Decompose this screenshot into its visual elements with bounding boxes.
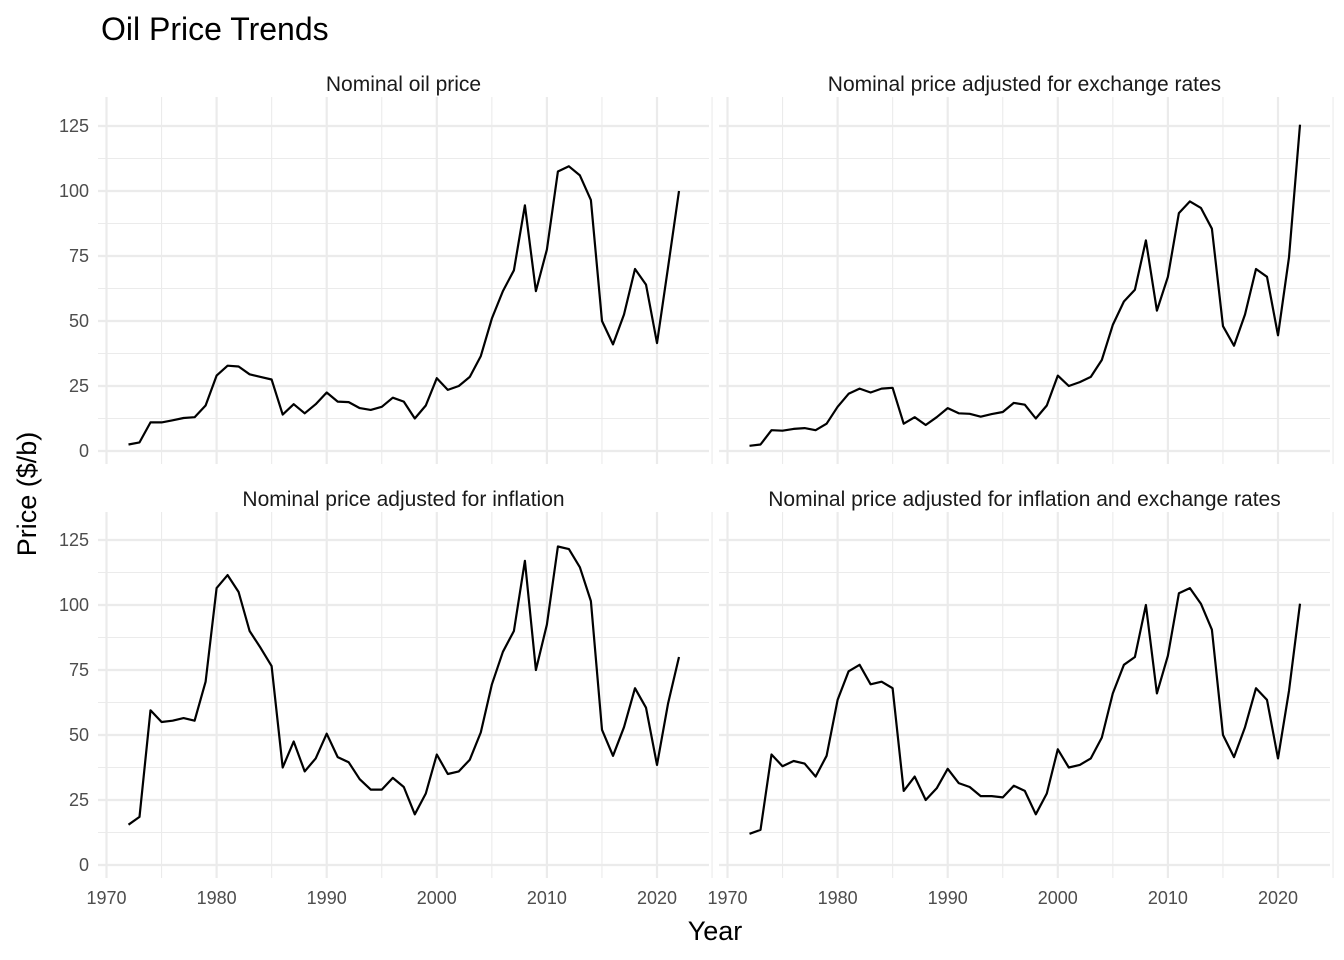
series-line	[127, 545, 681, 826]
series-line	[749, 124, 1302, 447]
y-tick-label: 125	[59, 530, 89, 550]
y-tick-label: 100	[59, 181, 89, 201]
y-tick-label: 25	[69, 376, 89, 396]
facet-title: Nominal price adjusted for exchange rate…	[828, 73, 1221, 96]
y-tick-label: 0	[79, 855, 89, 875]
facet-panel: Nominal price adjusted for inflation and…	[707, 488, 1334, 908]
x-tick-label: 2010	[1148, 888, 1188, 908]
facet-panel: Nominal price adjusted for exchange rate…	[719, 73, 1334, 464]
facet-title: Nominal price adjusted for inflation and…	[768, 488, 1280, 511]
x-tick-label: 1980	[197, 888, 237, 908]
series-line	[128, 165, 681, 446]
y-tick-label: 0	[79, 441, 89, 461]
facet-panel: Nominal oil price 0 25 50 75 100 125	[59, 73, 713, 464]
x-tick-label: 1970	[707, 888, 747, 908]
x-tick-label: 2010	[527, 888, 567, 908]
x-tick-label: 2000	[1038, 888, 1078, 908]
facet-title: Nominal oil price	[326, 73, 481, 96]
y-tick-label: 50	[69, 725, 89, 745]
x-tick-label: 1990	[928, 888, 968, 908]
y-tick-label: 125	[59, 116, 89, 136]
y-tick-label: 75	[69, 660, 89, 680]
facet-panel: Nominal price adjusted for inflation 0 25 5…	[59, 488, 713, 908]
y-tick-label: 75	[69, 246, 89, 266]
chart-title: Oil Price Trends	[101, 11, 329, 47]
y-tick-label: 100	[59, 595, 89, 615]
x-tick-label: 2020	[637, 888, 677, 908]
x-tick-label: 1990	[307, 888, 347, 908]
x-tick-label: 2020	[1258, 888, 1298, 908]
x-tick-label: 1980	[818, 888, 858, 908]
y-tick-label: 25	[69, 790, 89, 810]
series-line	[749, 586, 1302, 835]
y-tick-label: 50	[69, 311, 89, 331]
x-tick-label: 2000	[417, 888, 457, 908]
y-axis-title: Price ($/b)	[12, 432, 42, 557]
x-axis-title: Year	[688, 916, 743, 946]
x-tick-label: 1970	[86, 888, 126, 908]
facet-title: Nominal price adjusted for inflation	[242, 488, 564, 511]
